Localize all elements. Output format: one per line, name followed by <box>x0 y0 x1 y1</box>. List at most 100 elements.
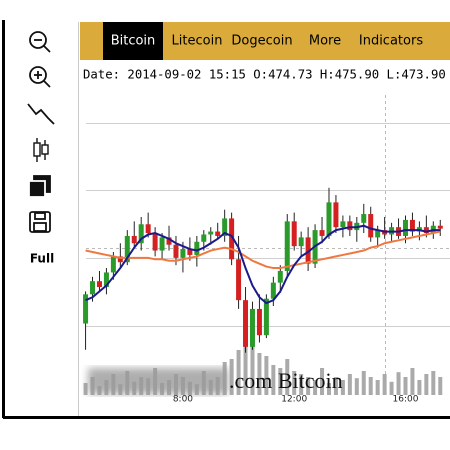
x-tick-label: 16:00 <box>393 395 419 405</box>
zoom-out-button[interactable] <box>29 31 51 53</box>
volume-bar <box>368 377 373 395</box>
moving-average-fast <box>85 224 441 305</box>
candle-body <box>326 202 332 236</box>
candle-body <box>236 259 242 301</box>
volume-bar <box>438 377 443 395</box>
save-button[interactable] <box>29 211 51 233</box>
candle-body <box>124 235 130 263</box>
candle-body <box>277 270 283 283</box>
candle-body <box>298 237 304 247</box>
volume-bar <box>236 350 241 395</box>
candle-body <box>319 230 325 236</box>
candle-body <box>90 281 96 295</box>
candle-body <box>291 221 297 247</box>
volume-bar <box>333 377 338 395</box>
candle-body <box>423 227 429 234</box>
volume-bar <box>285 359 290 395</box>
candle-body <box>229 218 235 260</box>
layers-button[interactable] <box>28 175 51 198</box>
full-button[interactable]: Full <box>30 252 54 266</box>
candle-body <box>83 294 89 324</box>
candle-body <box>145 224 151 234</box>
volume-bar <box>243 339 248 395</box>
candle-body <box>166 237 172 245</box>
tab[interactable]: Litecoin <box>172 34 223 49</box>
volume-bar <box>375 380 380 395</box>
candle-body <box>361 214 367 223</box>
tab[interactable]: Indicators <box>359 34 423 49</box>
crosshair <box>86 95 450 395</box>
watermark: .com Bitcoin <box>229 368 343 393</box>
candle-body <box>194 241 200 255</box>
volume-bar <box>292 371 297 395</box>
toolbar <box>27 31 55 233</box>
candle-body <box>173 244 179 258</box>
volume-bar <box>431 371 436 395</box>
volume-bar <box>424 374 429 395</box>
tab[interactable]: Bitcoin <box>111 34 156 49</box>
candle-body <box>103 272 109 288</box>
candle-body <box>249 308 255 347</box>
info-line: Date: 2014-09-02 15:15 O:474.73 H:475.90… <box>83 68 446 82</box>
volume-bar <box>83 383 88 395</box>
line-chart-button[interactable] <box>27 103 55 125</box>
redaction <box>88 368 228 394</box>
volume-bar <box>361 371 366 395</box>
candle-body <box>256 308 262 336</box>
candle-body <box>215 231 221 236</box>
volume-bar <box>403 377 408 395</box>
volume-bar <box>271 365 276 395</box>
candle-body <box>368 214 374 238</box>
candle-body <box>340 221 346 228</box>
candle-body <box>375 230 381 238</box>
volume-bar <box>278 368 283 395</box>
volume-bar <box>389 381 394 395</box>
candle-body <box>270 282 276 299</box>
candle-body <box>138 224 144 244</box>
x-tick-label: 8:00 <box>173 395 193 405</box>
volume-bar <box>250 344 255 395</box>
candle-body <box>201 234 207 242</box>
candle-body <box>243 300 249 347</box>
volume-bar <box>326 383 331 395</box>
candle-body <box>263 298 269 336</box>
moving-average-slow <box>85 230 441 270</box>
candle-body <box>180 249 186 258</box>
candle-body <box>305 237 311 264</box>
candle-body <box>110 256 116 273</box>
volume-bar <box>299 374 304 395</box>
candle-body <box>187 249 193 255</box>
tabs: Bitcoin Litecoin Dogecoin More Indicator… <box>111 34 424 49</box>
volume-bar <box>306 377 311 395</box>
candle-body <box>333 202 339 228</box>
candle-body <box>347 221 353 231</box>
volume-bar <box>417 380 422 395</box>
volume-bar <box>382 374 387 395</box>
candle-body <box>409 219 415 232</box>
plot <box>83 187 443 395</box>
x-tick-label: 12:00 <box>281 395 307 405</box>
candle-body <box>222 218 228 236</box>
candle-body <box>152 233 158 251</box>
candle-body <box>402 219 408 236</box>
volume-bar <box>410 368 415 395</box>
volume-bar <box>320 368 325 395</box>
candle-body <box>96 281 102 288</box>
candle-body <box>208 231 214 235</box>
candle-body <box>117 256 123 263</box>
candle-body <box>131 235 137 244</box>
candle-body <box>284 221 290 271</box>
candle-body <box>159 237 165 251</box>
volume-bar <box>354 378 359 395</box>
volume-bar <box>340 380 345 395</box>
volume-bar <box>257 353 262 395</box>
volume-bar <box>264 356 269 395</box>
candle-button[interactable] <box>33 138 49 162</box>
candle-body <box>437 225 443 229</box>
tab[interactable]: Dogecoin <box>231 34 292 49</box>
zoom-in-button[interactable] <box>29 66 51 88</box>
tab[interactable]: More <box>309 34 341 49</box>
volume-bar <box>229 359 234 395</box>
